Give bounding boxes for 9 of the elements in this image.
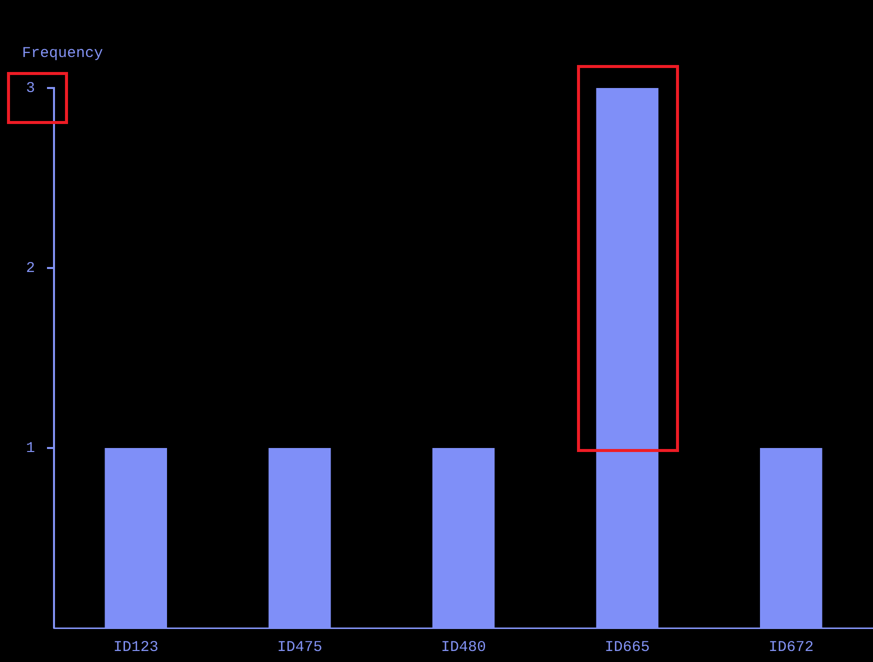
y-tick-label: 3: [26, 80, 35, 97]
x-tick-label: ID665: [604, 638, 650, 656]
y-axis-title: Frequency: [22, 45, 104, 62]
y-tick-label: 2: [26, 260, 35, 277]
x-tick-label: ID123: [113, 638, 158, 656]
x-tick-label: ID672: [768, 638, 814, 656]
x-tick-label: ID475: [277, 638, 322, 656]
x-tick-label: ID480: [440, 638, 486, 656]
y-tick-label: 1: [26, 440, 35, 457]
